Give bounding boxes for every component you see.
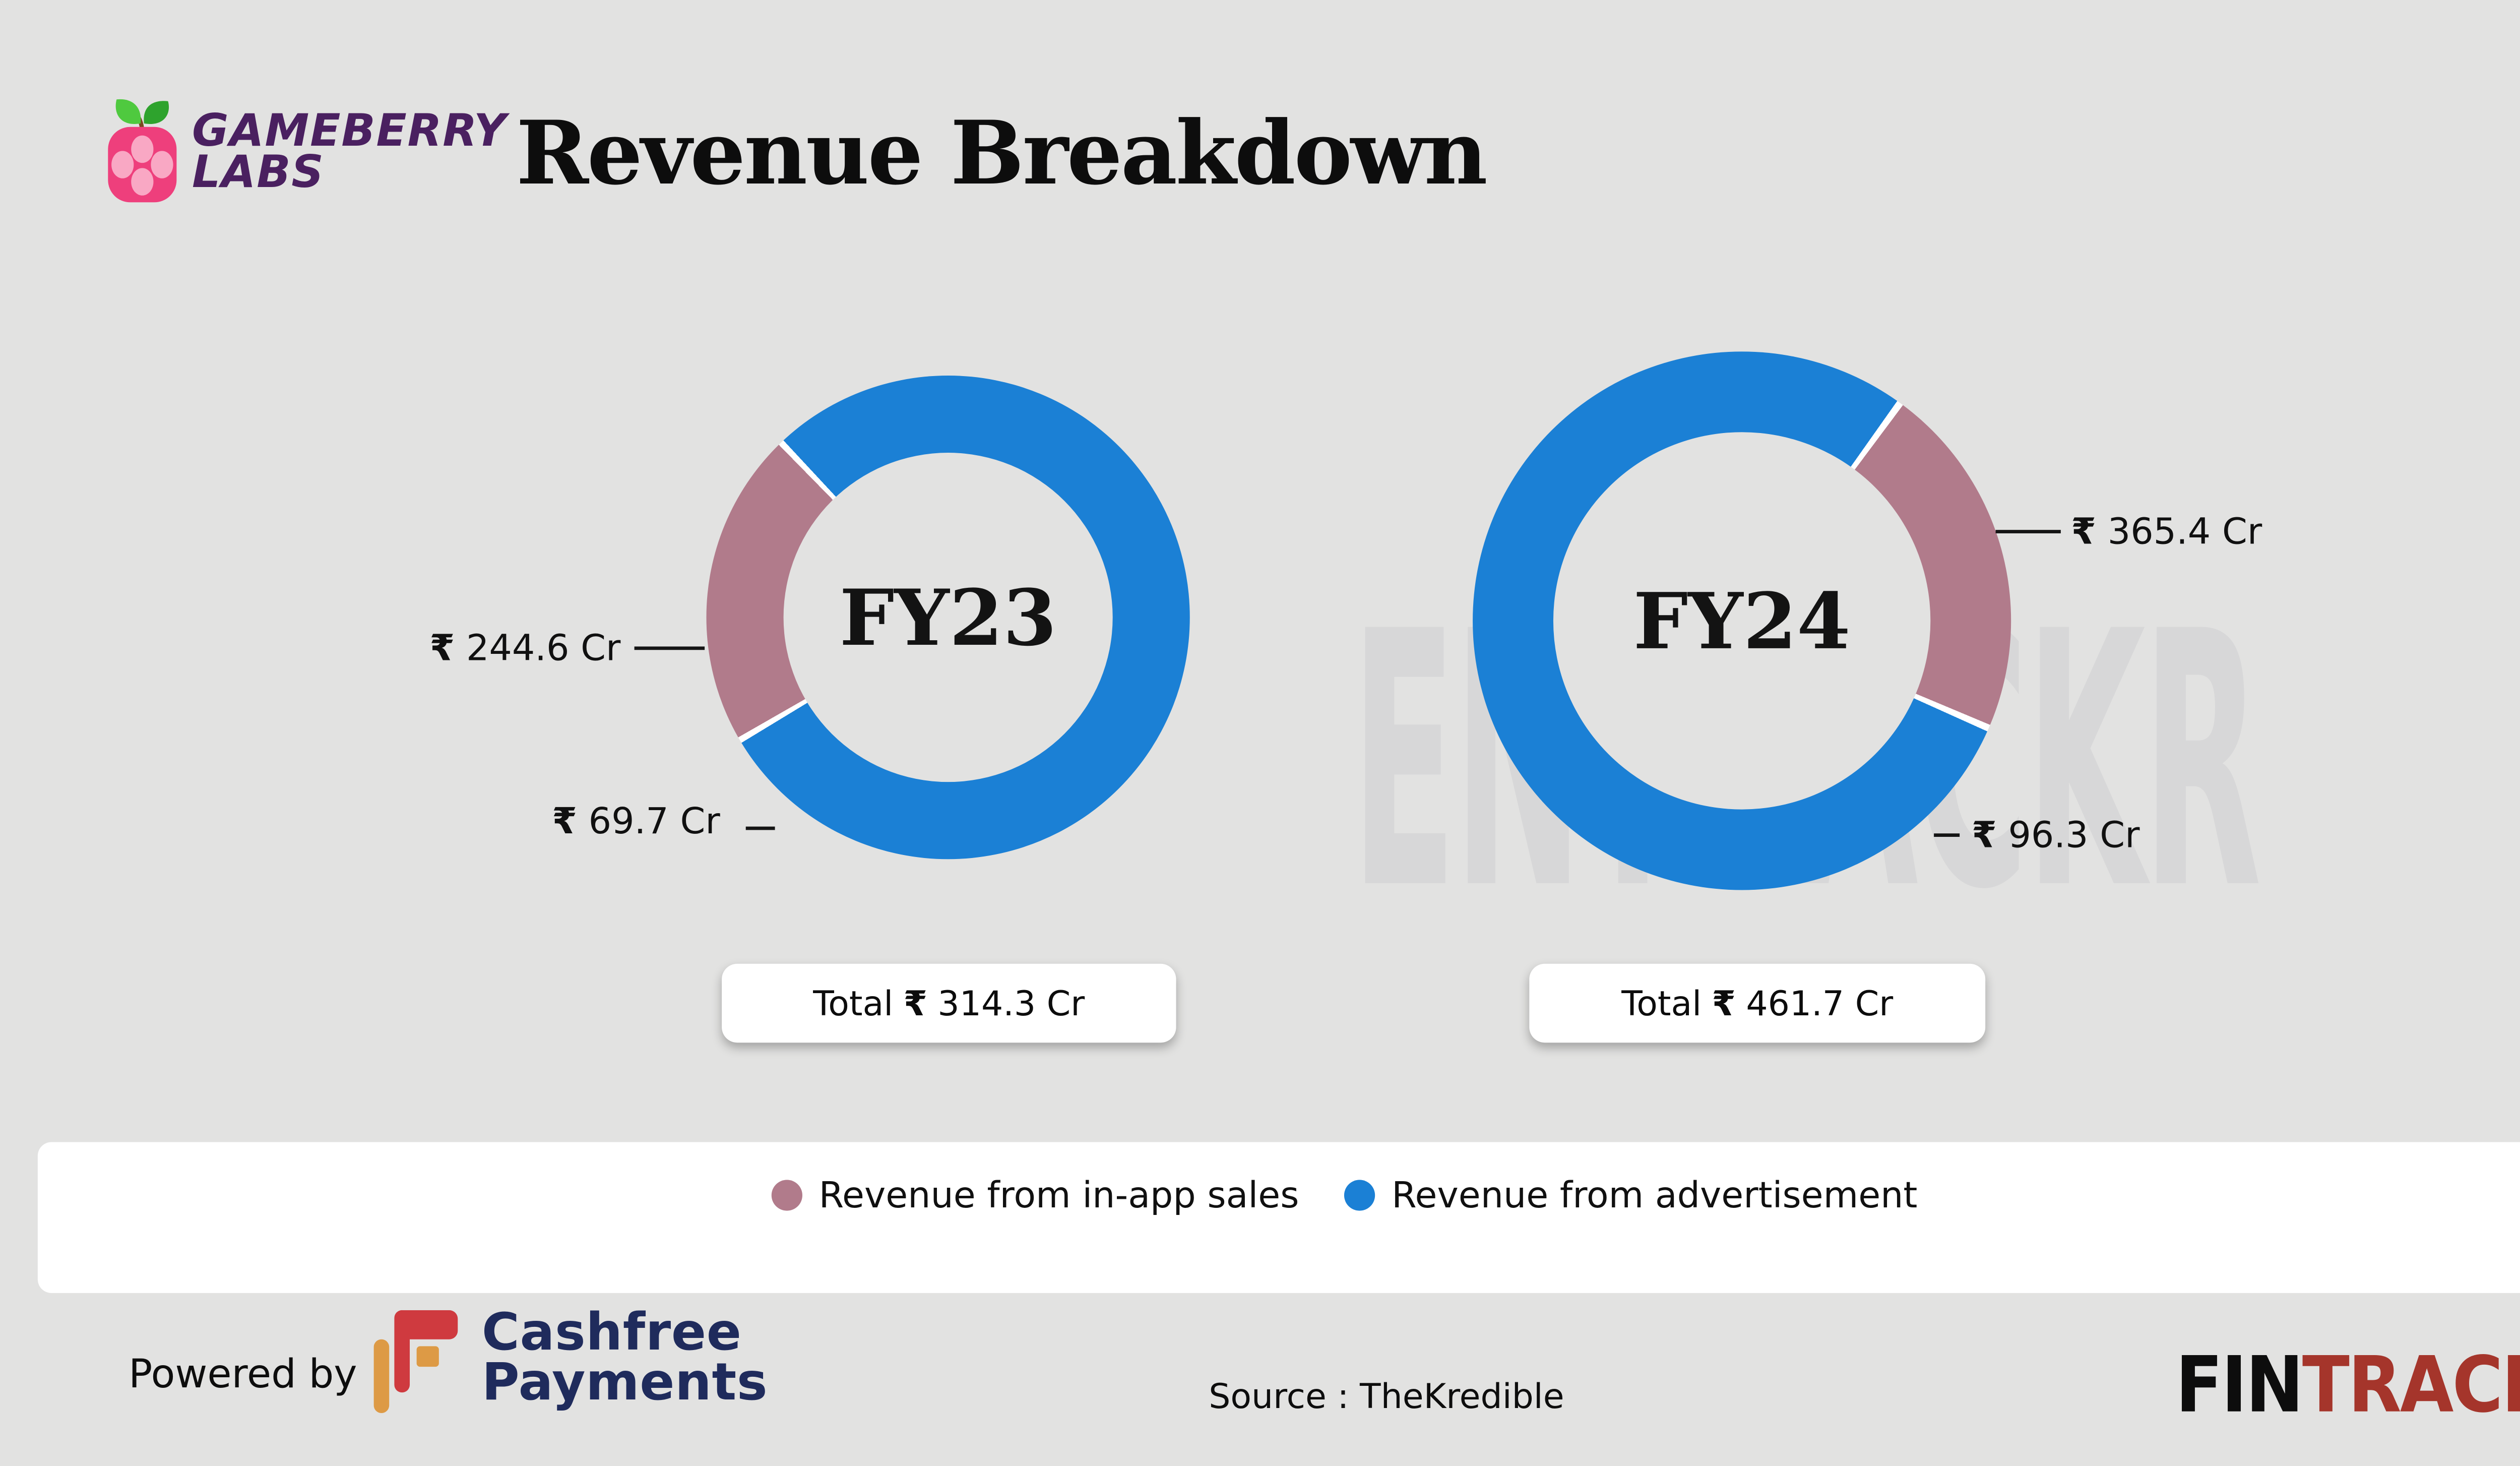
total-badge-fy23: Total ₹ 314.3 Cr bbox=[722, 963, 1176, 1043]
cashfree-wordmark: Cashfree Payments bbox=[481, 1303, 768, 1414]
rupee-symbol: ₹ bbox=[1712, 983, 1736, 1024]
leader-line bbox=[1934, 833, 1960, 837]
callout-label-ads-fy23: ₹ 69.7 Cr bbox=[552, 801, 720, 842]
legend-label-advertisement: Revenue from advertisement bbox=[1392, 1175, 1918, 1216]
donut-ring-fy24: FY24 bbox=[1473, 351, 2011, 890]
cashfree-line-1: Cashfree bbox=[481, 1303, 742, 1364]
cashfree-logo-icon bbox=[373, 1310, 458, 1414]
leader-line bbox=[745, 826, 775, 830]
rupee-symbol: ₹ bbox=[429, 628, 455, 669]
powered-by-label: Powered by bbox=[129, 1353, 357, 1398]
legend-item-in-app: Revenue from in-app sales bbox=[771, 1173, 1299, 1217]
legend-label-in-app: Revenue from in-app sales bbox=[818, 1175, 1299, 1216]
page-title: Revenue Breakdown bbox=[516, 103, 1488, 206]
legend-item-advertisement: Revenue from advertisement bbox=[1343, 1173, 1918, 1217]
fintrackr-trackr: TRACKR bbox=[2302, 1339, 2520, 1431]
fintrackr-wordmark: FINTRACKR bbox=[2176, 1346, 2520, 1423]
fintrackr-fin: FIN bbox=[2175, 1339, 2304, 1431]
brand-line-2: LABS bbox=[192, 146, 325, 198]
rupee-symbol: ₹ bbox=[552, 801, 577, 842]
legend-band: Revenue from in-app sales Revenue from a… bbox=[37, 1142, 2520, 1293]
rupee-symbol: ₹ bbox=[903, 983, 928, 1024]
brand-line-1: GAMEBERRY bbox=[192, 106, 507, 158]
rupee-symbol: ₹ bbox=[2071, 511, 2097, 553]
donut-center-label-fy24: FY24 bbox=[1633, 575, 1851, 666]
callout-label-inapp-fy24: ₹ 365.4 Cr bbox=[2071, 511, 2262, 553]
leader-line bbox=[1995, 530, 2061, 533]
donut-hole-fy24 bbox=[1553, 432, 1931, 810]
brand-wordmark: GAMEBERRY LABS bbox=[192, 106, 507, 198]
legend-dot-in-app-icon bbox=[771, 1180, 802, 1211]
cashfree-line-2: Payments bbox=[481, 1353, 768, 1414]
gameberry-logo-icon bbox=[108, 99, 177, 203]
leader-line bbox=[634, 646, 705, 650]
rupee-symbol: ₹ bbox=[1971, 814, 1997, 856]
total-badge-fy24: Total ₹ 461.7 Cr bbox=[1529, 963, 1986, 1043]
source-note: Source : TheKredible bbox=[1209, 1375, 1564, 1417]
callout-label-ads-fy24: ₹ 96.3 Cr bbox=[1971, 814, 2140, 856]
callout-label-inapp-fy23: ₹ 244.6 Cr bbox=[429, 628, 621, 669]
legend-dot-advertisement-icon bbox=[1343, 1180, 1375, 1211]
donut-ring-fy23: FY23 bbox=[706, 375, 1190, 860]
donut-center-label-fy23: FY23 bbox=[839, 572, 1057, 663]
donut-hole-fy23 bbox=[783, 453, 1113, 782]
